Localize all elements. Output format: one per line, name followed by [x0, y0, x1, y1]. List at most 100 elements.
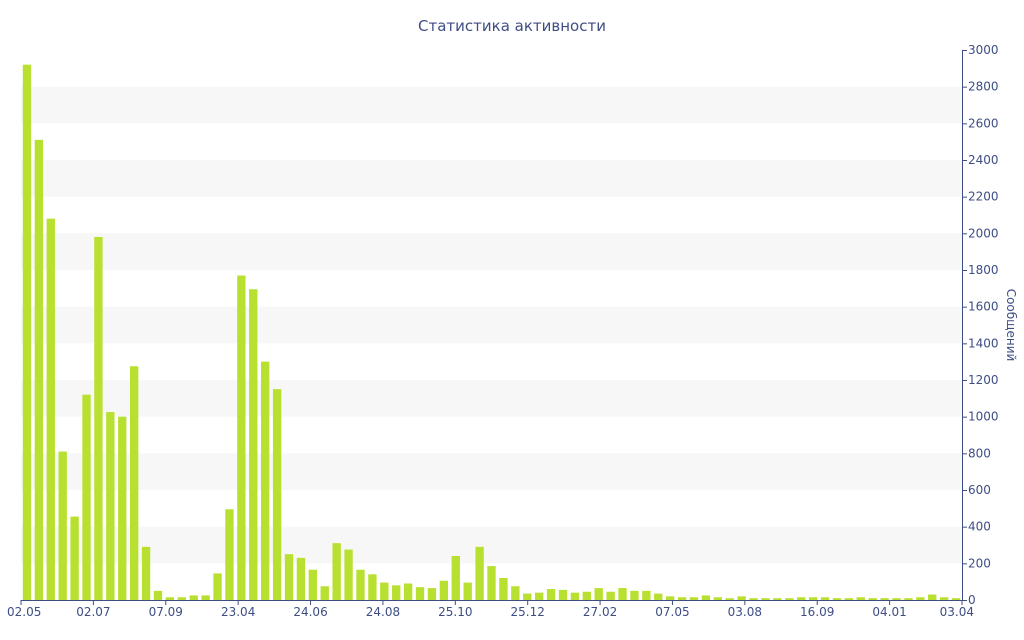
- bar: [725, 598, 734, 600]
- bar: [761, 598, 770, 600]
- bar: [272, 389, 282, 600]
- bar: [213, 573, 222, 600]
- bar: [654, 593, 663, 600]
- bar: [46, 218, 55, 601]
- bar: [320, 586, 329, 600]
- bar: [618, 588, 627, 600]
- bar: [82, 394, 91, 600]
- x-tick-label: 24.08: [366, 605, 400, 619]
- bar: [34, 139, 44, 600]
- bar: [880, 598, 889, 600]
- y-tick-label: 2000: [968, 226, 999, 240]
- bar: [939, 597, 949, 600]
- bar: [523, 593, 532, 600]
- bar: [832, 598, 842, 600]
- bar: [225, 509, 234, 600]
- x-tick-label: 07.09: [149, 605, 183, 619]
- bar: [916, 597, 925, 600]
- bar: [165, 597, 175, 600]
- x-tick-label: 16.09: [800, 605, 834, 619]
- grid-band: [21, 306, 962, 344]
- x-tick-label: 24.06: [293, 605, 327, 619]
- bar: [284, 554, 294, 600]
- x-tick-label: 27.02: [583, 605, 617, 619]
- bar: [261, 361, 270, 600]
- grid-bands: [21, 86, 962, 564]
- bar: [785, 598, 794, 600]
- y-tick-label: 600: [968, 483, 991, 497]
- bar: [153, 590, 163, 600]
- bar: [296, 557, 306, 600]
- bar: [308, 569, 317, 600]
- x-tick-label: 02.07: [76, 605, 110, 619]
- bar: [392, 585, 401, 600]
- grid-band: [21, 233, 962, 270]
- bar: [773, 598, 782, 600]
- bar: [415, 587, 425, 600]
- bar: [141, 546, 151, 600]
- bar: [499, 578, 508, 600]
- bar: [129, 366, 139, 600]
- x-tick-label: 25.10: [438, 605, 472, 619]
- y-tick-label: 2600: [968, 116, 999, 130]
- bar: [951, 598, 961, 600]
- bar: [201, 595, 210, 600]
- x-tick-label: 03.04: [940, 605, 974, 619]
- bar: [713, 597, 722, 600]
- y-tick-label: 1000: [968, 410, 999, 424]
- bar: [356, 569, 365, 600]
- y-tick-label: 1400: [968, 336, 999, 350]
- x-tick-label: 04.01: [872, 605, 906, 619]
- bar: [94, 237, 103, 600]
- x-tick-label: 02.05: [7, 605, 41, 619]
- x-axis-ticks: 02.05 02.07 07.09 23.04 24.06 24.08 25.10 25.12…: [7, 600, 974, 619]
- bar: [177, 597, 186, 600]
- x-tick-label: 23.04: [221, 605, 255, 619]
- bar: [22, 64, 32, 601]
- bar: [582, 591, 591, 600]
- bar: [928, 594, 937, 600]
- y-tick-label: 2400: [968, 153, 999, 167]
- bar: [797, 597, 806, 600]
- bar: [737, 596, 746, 600]
- bar: [511, 586, 520, 600]
- grid-band: [21, 86, 962, 124]
- bar: [403, 583, 413, 600]
- bar: [642, 590, 651, 600]
- bar: [820, 597, 830, 600]
- bar: [689, 597, 699, 600]
- bar: [249, 289, 258, 600]
- bar: [344, 549, 353, 600]
- bar: [58, 451, 67, 600]
- bar: [189, 595, 198, 600]
- grid-band: [21, 526, 962, 564]
- bar: [380, 582, 389, 600]
- bar: [70, 516, 79, 600]
- y-tick-label: 3000: [968, 43, 999, 57]
- bar: [475, 546, 484, 600]
- bar: [118, 416, 127, 600]
- bar: [749, 598, 758, 600]
- bar: [666, 596, 675, 600]
- y-tick-label: 2800: [968, 80, 999, 94]
- y-axis-ticks: 0 200 400 600 800 1000 1200 1400 1600 1800 2000 220…: [962, 43, 999, 607]
- bar-series: [22, 64, 961, 601]
- bar: [106, 412, 115, 600]
- bar: [868, 598, 877, 600]
- bar: [546, 589, 556, 600]
- grid-band: [21, 380, 962, 417]
- bar: [451, 556, 460, 600]
- bar: [808, 597, 818, 600]
- grid-band: [21, 160, 962, 197]
- bar: [892, 598, 901, 600]
- bar: [427, 588, 437, 600]
- bar: [368, 574, 377, 600]
- y-tick-label: 400: [968, 520, 991, 534]
- y-tick-label: 0: [968, 593, 976, 607]
- bar: [487, 566, 496, 600]
- bar: [606, 591, 615, 600]
- bar: [439, 580, 449, 600]
- bar: [856, 597, 865, 600]
- y-tick-label: 1800: [968, 263, 999, 277]
